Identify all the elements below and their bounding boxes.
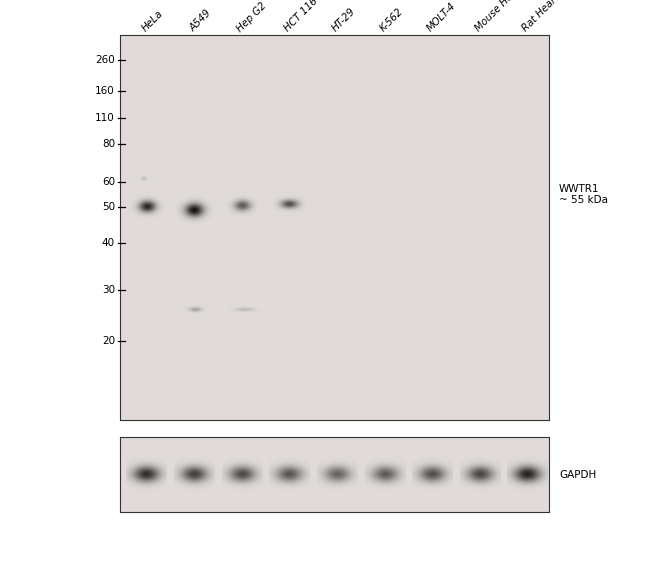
Text: HeLa: HeLa (140, 9, 165, 34)
Text: 260: 260 (96, 55, 115, 65)
Text: K-562: K-562 (378, 6, 405, 34)
Text: 30: 30 (102, 285, 115, 295)
Text: HCT 116: HCT 116 (283, 0, 320, 34)
Text: GAPDH: GAPDH (559, 470, 596, 480)
Text: 40: 40 (102, 239, 115, 248)
Text: 80: 80 (102, 140, 115, 149)
Text: Hep G2: Hep G2 (235, 0, 268, 34)
Text: 160: 160 (96, 86, 115, 96)
Text: Rat Heart: Rat Heart (521, 0, 562, 34)
Text: WWTR1
~ 55 kDa: WWTR1 ~ 55 kDa (559, 184, 608, 206)
Text: 20: 20 (102, 336, 115, 346)
Text: 110: 110 (96, 112, 115, 123)
Text: Mouse Heart: Mouse Heart (473, 0, 525, 34)
Text: MOLT-4: MOLT-4 (426, 1, 458, 34)
Text: 60: 60 (102, 177, 115, 187)
Text: A549: A549 (187, 8, 213, 34)
Text: HT-29: HT-29 (330, 6, 358, 34)
Text: 50: 50 (102, 202, 115, 212)
